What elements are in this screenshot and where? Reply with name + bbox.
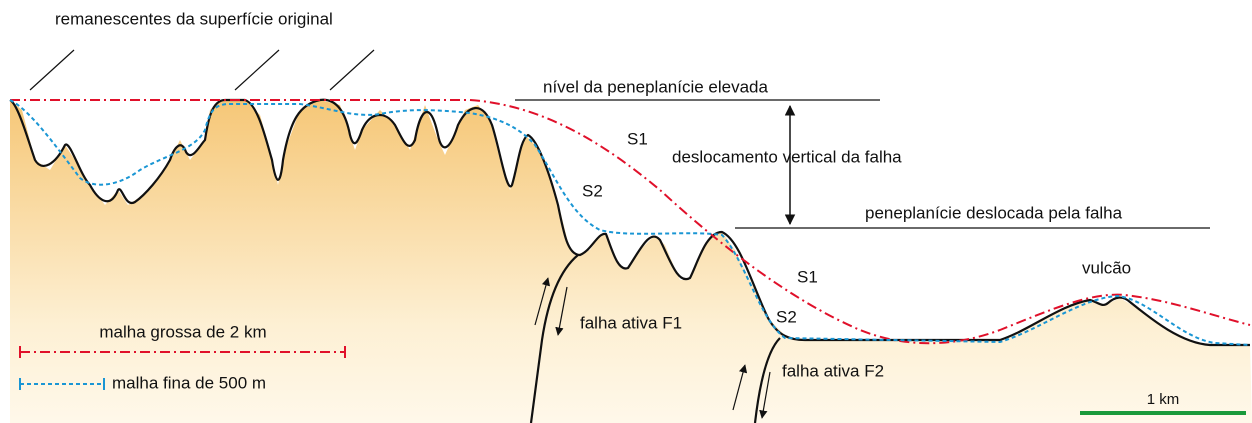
- label: S2: [776, 307, 797, 326]
- legend-label: malha fina de 500 m: [112, 373, 266, 392]
- legend: malha grossa de 2 km malha fina de 500 m: [19, 322, 346, 392]
- label: vulcão: [1082, 258, 1131, 277]
- label: S1: [627, 129, 648, 148]
- fault-f2: [753, 337, 781, 423]
- leader-line: [234, 49, 280, 91]
- label: deslocamento vertical da falha: [672, 147, 902, 166]
- label: falha ativa F2: [782, 361, 884, 380]
- label: falha ativa F1: [580, 313, 682, 332]
- leader-line: [29, 49, 75, 91]
- label: peneplanície deslocada pela falha: [865, 203, 1123, 222]
- fault-arrow: [555, 286, 568, 336]
- terrain-profile: [9, 98, 1250, 347]
- label: S1: [797, 267, 818, 286]
- fault-arrow: [732, 364, 748, 411]
- leader-line: [329, 49, 375, 91]
- label: S2: [582, 181, 603, 200]
- legend-label: malha grossa de 2 km: [99, 322, 266, 341]
- fault-arrow: [534, 277, 551, 326]
- scale-bar: 1 km: [1080, 391, 1246, 415]
- fault-arrow: [759, 371, 771, 419]
- label: nível da peneplanície elevada: [543, 77, 768, 96]
- label: remanescentes da superfície original: [55, 9, 333, 28]
- fault-f1: [529, 254, 579, 423]
- coarse-surface-s1: [10, 99, 1251, 345]
- scale-label: 1 km: [1147, 391, 1180, 408]
